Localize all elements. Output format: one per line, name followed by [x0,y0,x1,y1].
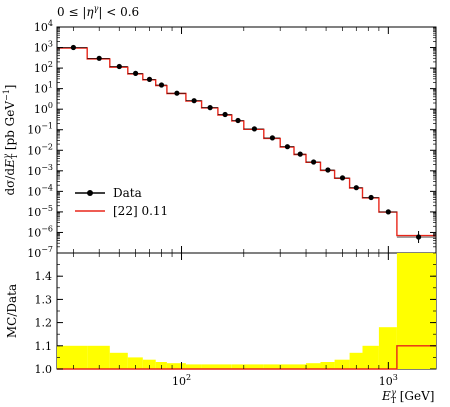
uncertainty-band-bin [166,363,186,369]
y-tick-label: 10−2 [27,142,53,157]
uncertainty-band-bin [378,327,397,369]
data-point [284,144,290,150]
y-tick-label: 10−1 [27,122,53,137]
uncertainty-band-bin [201,364,218,369]
uncertainty-band-bin [87,345,110,369]
mc-step-line [57,47,436,237]
data-point [235,117,241,124]
data-point [70,44,76,51]
y-tick-label: 10−3 [27,163,53,178]
main-y-ticks: 104 103 102 101 100 10−1 10−2 10−3 10−4 10−5 10−6 1… [27,19,436,260]
ratio-step-line [57,345,436,370]
ratio-x-ticks: 102 103 [73,253,398,388]
x-tick-label: 102 [172,373,191,388]
data-point [96,55,102,61]
data-point [368,194,374,201]
data-point [353,185,359,191]
x-tick-label: 103 [379,373,398,388]
ratio-y-tick-label: 1.4 [35,270,53,283]
data-point [311,159,317,165]
data-point [207,105,213,111]
ratio-y-tick-label: 1.2 [35,317,53,330]
main-panel: 104 103 102 101 100 10−1 10−2 10−3 10−4 10−5 10−6 1… [2,19,437,260]
y-tick-label: 103 [34,40,53,55]
uncertainty-band-bin [57,345,88,369]
uncertainty-band-bin [217,364,232,369]
ratio-panel: 1.0 1.1 1.2 1.3 1.4 102 103 MC/Data ETγ [GeV] [5,252,437,405]
data-point [133,70,139,76]
data-point [325,167,331,173]
main-points-layer [57,44,436,244]
data-point [385,209,391,215]
uncertainty-band-bin [142,359,156,369]
data-point [339,175,346,181]
ratio-y-axis-title: MC/Data [5,284,19,338]
x-axis-title: ETγ [GeV] [381,388,434,405]
ratio-y-tick-label: 1.3 [35,293,53,306]
uncertainty-band-bin [334,359,350,369]
data-point [158,82,165,88]
uncertainty-band-bin [231,364,244,369]
y-tick-label: 10−6 [27,224,53,239]
y-tick-label: 102 [34,60,53,75]
y-tick-label: 100 [34,101,53,116]
data-point [116,63,122,70]
main-step-layer [57,47,436,237]
uncertainty-band-bin [185,364,202,369]
uncertainty-band-bin [280,364,294,369]
plot-title: 0 ≤ |ηγ| < 0.6 [57,4,139,19]
ratio-y-ticks: 1.0 1.1 1.2 1.3 1.4 [35,252,436,376]
data-point [222,111,228,118]
main-x-ticks [73,27,389,253]
data-point [269,135,275,141]
data-point [191,98,197,104]
legend-data-label: Data [113,186,142,200]
ratio-step-layer [57,345,436,370]
ratio-y-tick-label: 1.0 [35,363,53,376]
uncertainty-band-bin [306,363,321,369]
legend: Data [22] 0.11 [75,186,168,218]
main-plot-frame [56,26,437,254]
y-tick-label: 10−4 [27,183,53,198]
uncertainty-band-bin [396,253,436,369]
uncertainty-band-bin [362,345,379,369]
data-point [297,151,303,157]
y-tick-label: 10−7 [27,245,53,260]
y-tick-label: 104 [34,19,53,34]
uncertainty-band-bin [127,357,143,369]
main-y-axis-title: dσ/dETγ [pb GeV−1] [2,84,19,195]
uncertainty-band-bin [243,364,264,369]
uncertainty-band-bin [263,364,281,369]
data-point [416,234,422,240]
ratio-band-layer [57,253,436,369]
uncertainty-band-bin [349,352,363,369]
uncertainty-band-bin [294,364,306,369]
y-tick-label: 101 [34,81,53,96]
legend-mc-label: [22] 0.11 [113,204,168,218]
data-point [146,76,153,82]
uncertainty-band-bin [320,362,335,369]
data-point [251,126,257,132]
y-tick-label: 10−5 [27,204,53,219]
legend-data-marker [87,190,93,196]
ratio-y-tick-label: 1.1 [35,340,53,353]
data-point [174,90,180,96]
uncertainty-band-bin [109,352,128,369]
